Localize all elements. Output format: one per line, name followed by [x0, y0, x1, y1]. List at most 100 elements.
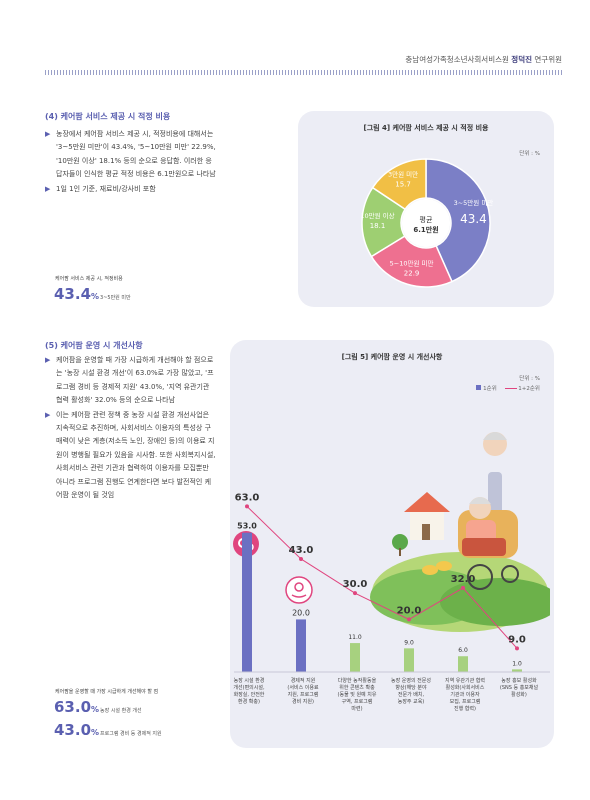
category-label: 경제적 지원 [291, 677, 316, 684]
line-value-label: 20.0 [397, 605, 422, 616]
bar [350, 643, 360, 672]
header-org: 충남여성가족청소년사회서비스원 [405, 55, 509, 64]
section1-bullet: 농장에서 케어팜 서비스 제공 시, 적정비용에 대해서는 '3~5만원 미만'… [45, 128, 217, 182]
category-label: 지역 유관기관 협력 [445, 677, 485, 684]
pie-slice-label: 5~10만원 미만 [390, 258, 434, 267]
section1-highlight: 43.4%3~5만원 미만 [54, 285, 131, 303]
pie-center-value: 6.1만원 [413, 225, 438, 234]
pie-center-label: 평균 [420, 215, 433, 224]
pie-slice [370, 235, 453, 288]
category-label: (동물 및 원예 치유 [338, 691, 377, 698]
line-point [515, 646, 519, 651]
category-label: 환경 확충) [238, 698, 260, 705]
section1-title: (4) 케어팜 서비스 제공 시 적정 비용 [45, 112, 171, 121]
category-label: 마련) [351, 705, 362, 712]
bar-chart-title: [그림 5] 케어팜 운영 시 개선사항 [341, 353, 443, 361]
category-label: 기관과 이용자 [450, 691, 480, 698]
bar-chart-card: [그림 5] 케어팜 운영 시 개선사항 단위 : % 1순위 1+2순위 [230, 340, 554, 748]
money-hand-icon [285, 576, 313, 604]
pie-slice-label: 3~5만원 미만 [454, 198, 494, 207]
line-point [299, 556, 303, 561]
pie-slice [371, 158, 427, 211]
pie-chart-card: [그림 4] 케어팜 서비스 제공 시 적정 비용 단위 : % 3~5만원 미… [298, 111, 554, 307]
category-label: 농장 시설 환경 [234, 677, 265, 684]
category-label: 구역, 프로그램 [342, 698, 373, 705]
bar [512, 669, 522, 672]
section2-highlight-label: 케어팜을 운영할 때 가장 시급하게 개선해야 할 점 [55, 689, 159, 695]
header-name: 정덕진 [511, 55, 532, 64]
section2-bullets: 케어팜을 운영할 때 가장 시급하게 개선해야 할 점으로는 '농장 시설 환경… [45, 354, 217, 503]
pie-slice-value: 15.7 [395, 180, 411, 188]
highlight-percent: % [91, 705, 100, 714]
highlight-sub: 3~5만원 미만 [100, 295, 131, 301]
bar [296, 619, 306, 672]
pie-chart-title: [그림 4] 케어팜 서비스 제공 시 적정 비용 [363, 124, 489, 132]
pie-slice-label: 3만원 미만 [388, 169, 418, 178]
bar-chart-legend: 1순위 1+2순위 [476, 384, 540, 392]
category-label: 다양한 농작활동을 [338, 677, 377, 684]
line-point [461, 585, 465, 590]
bar-value-label: 53.0 [237, 522, 257, 531]
line-value-label: 43.0 [289, 545, 314, 556]
legend-line-swatch [504, 388, 517, 389]
pie-slice-label: 10만원 이상 [360, 211, 394, 220]
bar-value-label: 11.0 [348, 634, 362, 641]
pie-slice-value: 43.4 [460, 212, 487, 226]
bar [404, 648, 414, 672]
category-label: 농장 운영의 전문성 [391, 677, 431, 684]
category-label: (서비스 이용료 [287, 684, 319, 691]
section2-highlight-1: 63.0%농장 시설 환경 개선 [54, 698, 142, 716]
bar-chart-unit: 단위 : % [519, 376, 540, 382]
section2-title: (5) 케어팜 운영 시 개선사항 [45, 341, 143, 350]
highlight-value: 43.0 [54, 721, 92, 739]
legend-bar-swatch [476, 385, 482, 390]
category-label: 진행 협력) [454, 705, 476, 712]
bar [242, 532, 252, 672]
highlight-percent: % [91, 292, 100, 301]
category-label: 농장 홍보 활성화 [501, 677, 537, 684]
category-label: 활성화(사회서비스 [446, 684, 485, 691]
section2-bullet: 케어팜을 운영할 때 가장 시급하게 개선해야 할 점으로는 '농장 시설 환경… [45, 354, 217, 408]
highlight-value: 63.0 [54, 698, 92, 716]
highlight-value: 43.4 [54, 285, 92, 303]
pie-chart-unit: 단위 : % [519, 151, 540, 157]
pie-slice-value: 18.1 [370, 222, 386, 230]
legend-line-label: 1+2순위 [518, 386, 540, 392]
line-point [407, 617, 411, 622]
legend-bar-label: 1순위 [483, 386, 497, 392]
line-value-label: 63.0 [235, 492, 260, 503]
care-farm-illustration [370, 432, 550, 632]
bar-value-label: 9.0 [404, 639, 414, 646]
category-label: 모집, 프로그램 [450, 698, 481, 705]
bar [458, 656, 468, 672]
bar-line-chart: 53.0 20.0 11.0 9.0 6.0 1.0 63.0 43.0 30.0 20.0 32.… [233, 492, 550, 712]
section1-highlight-label: 케어팜 서비스 제공 시, 적정비용 [55, 276, 123, 282]
bar-value-label: 1.0 [512, 660, 522, 667]
category-label: 지원, 프로그램 [288, 691, 319, 698]
section1-bullets: 농장에서 케어팜 서비스 제공 시, 적정비용에 대해서는 '3~5만원 미만'… [45, 128, 217, 197]
line-value-label: 30.0 [343, 579, 368, 590]
category-label: 전문가 배치, [398, 691, 425, 698]
header-role: 연구위원 [534, 55, 562, 64]
category-label: 활성화) [511, 691, 527, 698]
line-value-label: 9.0 [508, 634, 526, 645]
category-label: 향상(해당 분야 [395, 684, 427, 691]
section2-bullet: 이는 케어팜 관련 정책 중 농장 시설 환경 개선사업은 지속적으로 추진하며… [45, 409, 217, 503]
header-divider [45, 70, 562, 75]
category-label: 화장실, 안전한 [234, 691, 265, 698]
section2-highlight-2: 43.0%프로그램 경비 등 경제적 지원 [54, 721, 162, 739]
category-label: (SNS 등 홍보채널 [500, 684, 539, 691]
pie-slice-value: 22.9 [404, 269, 420, 277]
highlight-sub: 프로그램 경비 등 경제적 지원 [100, 731, 162, 737]
category-label: 개선(편의시설, [233, 684, 265, 691]
line-point [245, 504, 249, 509]
pie-slice [425, 158, 491, 283]
pie-chart: 3~5만원 미만 43.4 5~10만원 미만 22.9 10만원 이상 18.1 3만원 … [360, 158, 494, 288]
bar-value-label: 20.0 [292, 608, 310, 617]
line-series [246, 506, 518, 649]
category-label: 농장주 교육) [398, 698, 425, 705]
section1-bullet: 1일 1인 기준, 재료비/강사비 포함 [45, 183, 217, 197]
highlight-sub: 농장 시설 환경 개선 [100, 708, 142, 714]
pie-center [402, 199, 450, 247]
line-value-label: 32.0 [451, 574, 476, 585]
